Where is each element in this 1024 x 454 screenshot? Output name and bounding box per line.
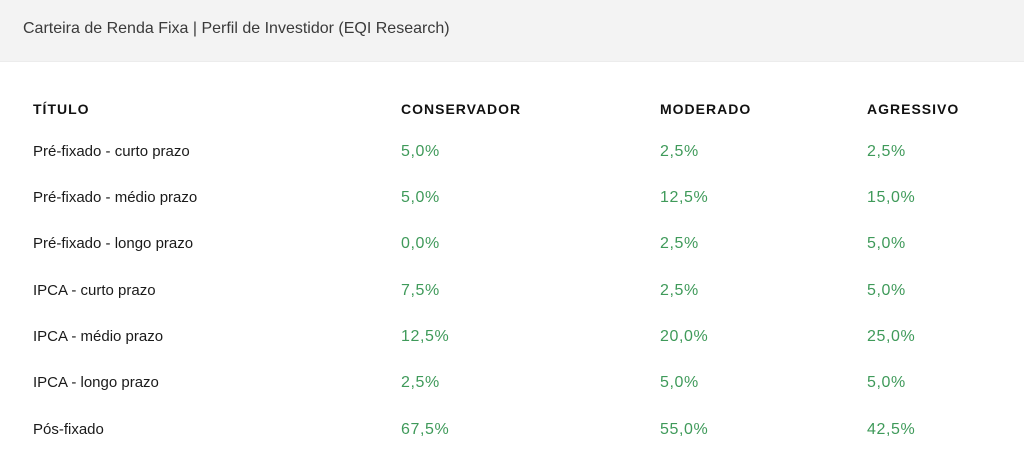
moderado-value: 20,0% — [660, 328, 709, 345]
column-header-moderado: MODERADO — [660, 101, 752, 117]
column-header-agressivo: AGRESSIVO — [867, 101, 960, 117]
agressivo-value: 25,0% — [867, 328, 916, 345]
row-title: Pré-fixado - curto prazo — [33, 143, 190, 160]
conservador-value: 12,5% — [401, 328, 450, 345]
row-title: IPCA - curto prazo — [33, 282, 156, 299]
moderado-value: 5,0% — [660, 374, 699, 391]
conservador-value: 7,5% — [401, 282, 440, 299]
row-title: Pré-fixado - longo prazo — [33, 235, 194, 252]
agressivo-value: 5,0% — [867, 282, 906, 299]
conservador-value: 67,5% — [401, 421, 450, 438]
moderado-value: 2,5% — [660, 143, 699, 160]
conservador-value: 2,5% — [401, 374, 440, 391]
row-title: Pré-fixado - médio prazo — [33, 189, 198, 206]
row-title: IPCA - médio prazo — [33, 328, 164, 345]
column-header-titulo: TÍTULO — [33, 101, 90, 117]
row-title: Pós-fixado — [33, 421, 104, 438]
conservador-value: 0,0% — [401, 235, 440, 252]
moderado-value: 12,5% — [660, 189, 709, 206]
conservador-value: 5,0% — [401, 189, 440, 206]
agressivo-value: 5,0% — [867, 235, 906, 252]
moderado-value: 55,0% — [660, 421, 709, 438]
agressivo-value: 42,5% — [867, 421, 916, 438]
agressivo-value: 15,0% — [867, 189, 916, 206]
header-bar: Carteira de Renda Fixa | Perfil de Inves… — [0, 0, 1024, 62]
agressivo-value: 2,5% — [867, 143, 906, 160]
agressivo-value: 5,0% — [867, 374, 906, 391]
page-title: Carteira de Renda Fixa | Perfil de Inves… — [23, 20, 450, 37]
conservador-value: 5,0% — [401, 143, 440, 160]
moderado-value: 2,5% — [660, 282, 699, 299]
moderado-value: 2,5% — [660, 235, 699, 252]
row-title: IPCA - longo prazo — [33, 374, 159, 391]
column-header-conservador: CONSERVADOR — [401, 101, 522, 117]
